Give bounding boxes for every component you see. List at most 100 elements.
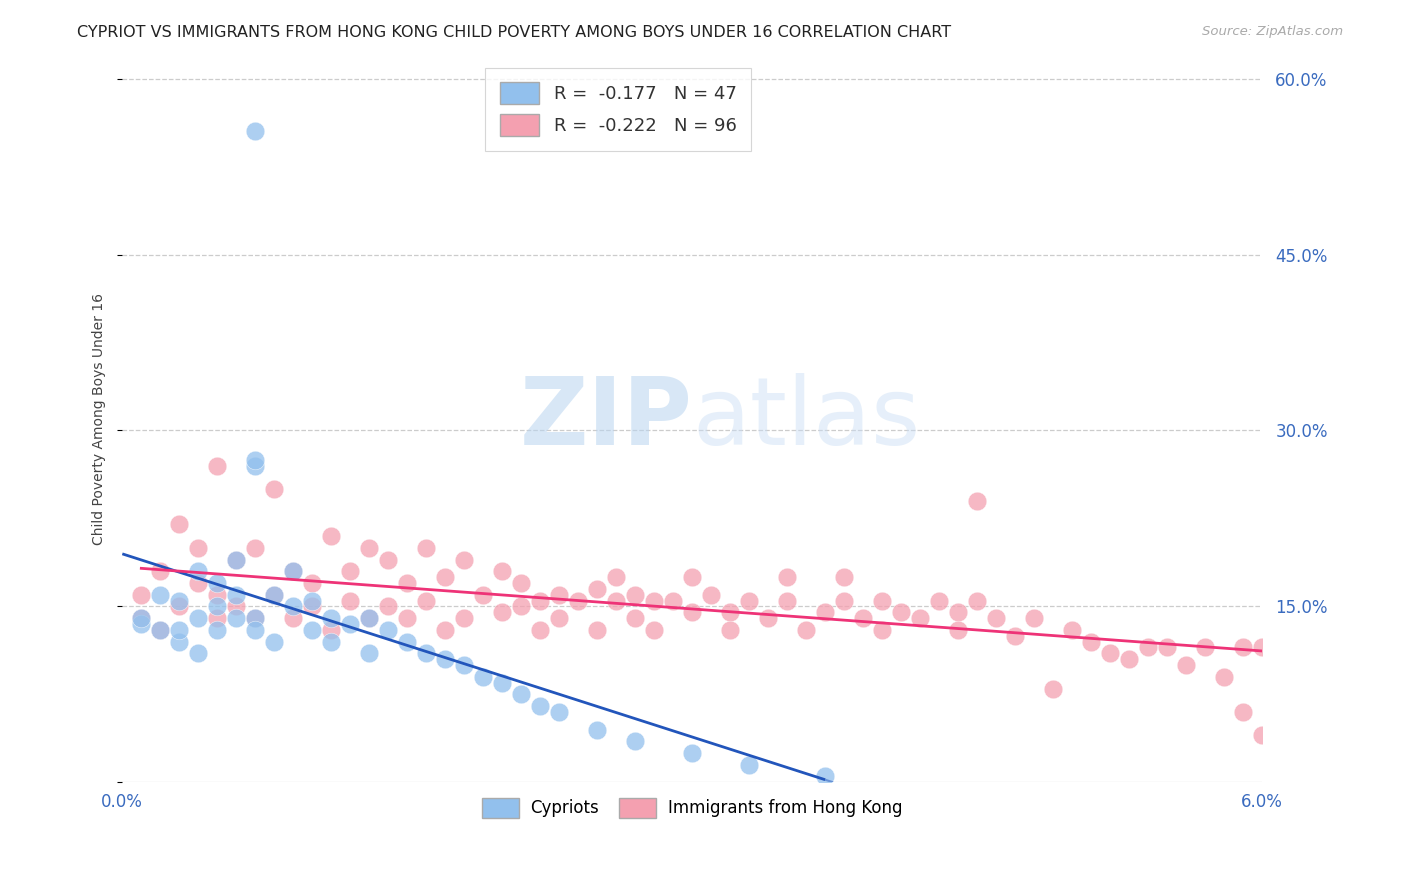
Point	[548, 705, 571, 719]
Point	[870, 593, 893, 607]
Point	[245, 623, 267, 637]
Point	[245, 541, 267, 555]
Point	[966, 593, 988, 607]
Point	[359, 646, 381, 660]
Point	[624, 588, 647, 602]
Point	[415, 541, 437, 555]
Point	[1137, 640, 1160, 655]
Point	[149, 564, 172, 578]
Point	[321, 623, 343, 637]
Point	[832, 593, 855, 607]
Point	[377, 552, 399, 566]
Point	[396, 611, 419, 625]
Point	[359, 541, 381, 555]
Point	[245, 124, 267, 138]
Point	[339, 593, 361, 607]
Point	[1232, 705, 1254, 719]
Point	[756, 611, 779, 625]
Point	[1156, 640, 1178, 655]
Point	[225, 588, 247, 602]
Point	[225, 552, 247, 566]
Point	[359, 611, 381, 625]
Point	[169, 623, 191, 637]
Point	[301, 576, 323, 591]
Point	[283, 564, 305, 578]
Point	[814, 770, 837, 784]
Point	[187, 646, 209, 660]
Point	[207, 458, 229, 473]
Point	[187, 611, 209, 625]
Text: CYPRIOT VS IMMIGRANTS FROM HONG KONG CHILD POVERTY AMONG BOYS UNDER 16 CORRELATI: CYPRIOT VS IMMIGRANTS FROM HONG KONG CHI…	[77, 25, 952, 40]
Point	[624, 734, 647, 748]
Point	[149, 588, 172, 602]
Point	[794, 623, 817, 637]
Point	[263, 588, 285, 602]
Point	[586, 623, 609, 637]
Point	[245, 611, 267, 625]
Point	[776, 593, 799, 607]
Point	[586, 582, 609, 596]
Point	[776, 570, 799, 584]
Point	[966, 493, 988, 508]
Point	[169, 593, 191, 607]
Point	[321, 611, 343, 625]
Point	[283, 611, 305, 625]
Point	[832, 570, 855, 584]
Point	[738, 757, 761, 772]
Point	[681, 746, 703, 760]
Point	[472, 670, 495, 684]
Point	[1251, 728, 1274, 742]
Point	[263, 482, 285, 496]
Point	[472, 588, 495, 602]
Point	[339, 564, 361, 578]
Point	[359, 611, 381, 625]
Point	[187, 541, 209, 555]
Point	[1099, 646, 1122, 660]
Point	[718, 623, 741, 637]
Point	[301, 623, 323, 637]
Point	[1213, 670, 1236, 684]
Point	[681, 570, 703, 584]
Point	[510, 687, 533, 701]
Point	[605, 593, 627, 607]
Point	[225, 552, 247, 566]
Point	[1042, 681, 1064, 696]
Point	[890, 605, 912, 619]
Point	[870, 623, 893, 637]
Text: Source: ZipAtlas.com: Source: ZipAtlas.com	[1202, 25, 1343, 38]
Point	[510, 599, 533, 614]
Point	[377, 599, 399, 614]
Point	[339, 617, 361, 632]
Point	[169, 517, 191, 532]
Point	[718, 605, 741, 619]
Point	[207, 623, 229, 637]
Point	[207, 576, 229, 591]
Point	[1080, 634, 1102, 648]
Point	[700, 588, 723, 602]
Point	[245, 458, 267, 473]
Point	[396, 634, 419, 648]
Point	[491, 675, 513, 690]
Point	[301, 599, 323, 614]
Point	[1022, 611, 1045, 625]
Point	[946, 623, 969, 637]
Point	[586, 723, 609, 737]
Point	[129, 611, 152, 625]
Point	[643, 593, 665, 607]
Point	[396, 576, 419, 591]
Point	[245, 452, 267, 467]
Point	[453, 552, 475, 566]
Text: atlas: atlas	[692, 373, 921, 465]
Point	[946, 605, 969, 619]
Point	[321, 529, 343, 543]
Point	[187, 576, 209, 591]
Point	[207, 599, 229, 614]
Point	[908, 611, 931, 625]
Legend: Cypriots, Immigrants from Hong Kong: Cypriots, Immigrants from Hong Kong	[474, 789, 911, 826]
Point	[984, 611, 1007, 625]
Point	[301, 593, 323, 607]
Text: ZIP: ZIP	[519, 373, 692, 465]
Point	[529, 699, 551, 714]
Point	[149, 623, 172, 637]
Point	[225, 599, 247, 614]
